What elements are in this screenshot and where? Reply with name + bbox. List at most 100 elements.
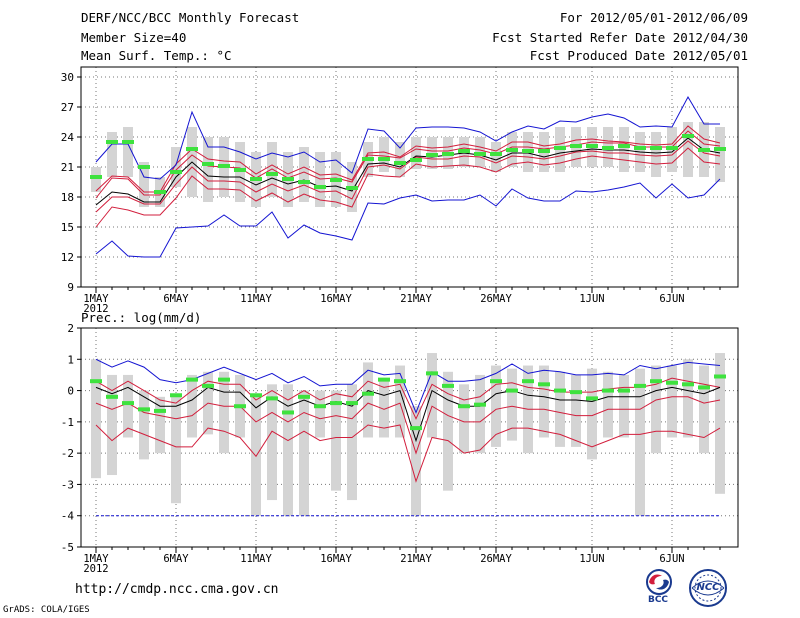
temp-xtick-label: 16MAY <box>320 293 352 305</box>
temperature-panel: 9 12 15 18 21 24 27 30 1MAY 6MAY 11MAY 16MAY 21MAY 26… <box>61 66 739 315</box>
temp-box <box>715 127 725 182</box>
temp-series-p25 <box>95 140 721 213</box>
prec-median <box>394 379 406 384</box>
prec-median <box>330 401 342 406</box>
temp-ytick-label: 27 <box>61 101 74 114</box>
prec-box <box>267 384 277 501</box>
prec-box <box>619 374 629 438</box>
temp-median <box>346 186 358 190</box>
prec-xtick-label: 11MAY <box>240 553 272 565</box>
prec-median <box>666 380 678 385</box>
forecast-period: For 2012/05/01-2012/06/09 <box>559 10 748 25</box>
temp-median <box>682 134 694 138</box>
temp-median <box>634 146 646 150</box>
temp-series-min <box>95 95 720 180</box>
member-size: Member Size=40 <box>81 30 187 45</box>
temp-median <box>458 149 470 153</box>
temp-median <box>554 146 566 150</box>
temp-median <box>106 140 118 144</box>
prec-box <box>491 365 501 447</box>
prec-series-mean <box>95 386 721 443</box>
prec-xtick-label: 1MAY <box>83 553 109 565</box>
prec-box <box>107 374 117 476</box>
prec-series-p75 <box>95 396 721 455</box>
temp-xtick-label: 1JUN <box>579 293 604 305</box>
prec-median <box>410 426 422 431</box>
prec-median <box>698 385 710 390</box>
temp-median <box>90 175 102 179</box>
prec-median <box>298 394 310 399</box>
prec-xtick-label: 1JUN <box>579 553 604 565</box>
prec-median <box>634 383 646 388</box>
temp-variable-label: Mean Surf. Temp.: °C <box>81 48 232 63</box>
prec-ytick-label: -4 <box>61 510 75 523</box>
prec-box <box>411 406 421 516</box>
prec-median <box>474 402 486 407</box>
prec-xtick-label: 26MAY <box>480 553 512 565</box>
bcc-logo: BCC <box>640 568 678 610</box>
prec-median <box>138 407 150 412</box>
temp-median <box>506 148 518 152</box>
prec-median <box>170 393 182 398</box>
temp-box <box>651 132 661 177</box>
temp-xtick-label: 6JUN <box>659 293 684 305</box>
prec-median <box>314 404 326 409</box>
temp-median <box>298 180 310 184</box>
prec-median <box>714 374 726 379</box>
prec-box <box>139 390 149 460</box>
prec-ytick-label: -5 <box>61 541 74 554</box>
temp-ytick-label: 12 <box>61 251 74 264</box>
prec-xtick-label: 21MAY <box>400 553 432 565</box>
temp-median <box>410 158 422 162</box>
temp-box <box>395 142 405 177</box>
temp-median <box>266 172 278 176</box>
prec-box <box>539 365 549 438</box>
prec-variable-label: Prec.: log(mm/d) <box>81 310 201 325</box>
ncc-logo: NCC <box>684 568 732 612</box>
prec-box <box>443 371 453 491</box>
temp-box <box>123 127 133 177</box>
temp-box <box>203 137 213 202</box>
prec-box <box>683 359 693 438</box>
temp-median <box>250 177 262 181</box>
prec-median <box>538 382 550 387</box>
prec-median <box>90 379 102 384</box>
temp-median <box>234 168 246 172</box>
temp-median <box>282 177 294 181</box>
temp-median <box>138 165 150 169</box>
prec-median <box>682 382 694 387</box>
temp-median <box>330 178 342 182</box>
temp-frame <box>80 66 739 288</box>
prec-box <box>587 368 597 460</box>
temp-median <box>426 153 438 157</box>
temp-median <box>650 146 662 150</box>
temp-median <box>586 144 598 148</box>
temp-median <box>522 149 534 153</box>
temp-median <box>714 147 726 151</box>
temp-box <box>299 147 309 202</box>
temp-median <box>442 152 454 156</box>
temp-median <box>666 146 678 150</box>
temp-box <box>491 142 501 172</box>
bcc-logo-text: BCC <box>647 595 669 605</box>
prec-median <box>618 388 630 393</box>
prec-ytick-label: -3 <box>61 478 74 491</box>
temp-median <box>394 161 406 165</box>
source-url[interactable]: http://cmdp.ncc.cma.gov.cn <box>75 582 279 597</box>
prec-median <box>586 396 598 401</box>
prec-box <box>363 362 373 438</box>
prec-box <box>123 374 133 438</box>
temp-series-max <box>95 178 721 258</box>
temp-median <box>618 144 630 148</box>
temp-median <box>170 170 182 174</box>
prec-median <box>106 394 118 399</box>
prec-box <box>299 390 309 516</box>
prec-year-label: 2012 <box>83 563 108 575</box>
temp-box <box>91 167 101 192</box>
temp-box <box>683 122 693 177</box>
temp-median <box>570 144 582 148</box>
prec-median <box>458 404 470 409</box>
temp-box <box>379 137 389 172</box>
